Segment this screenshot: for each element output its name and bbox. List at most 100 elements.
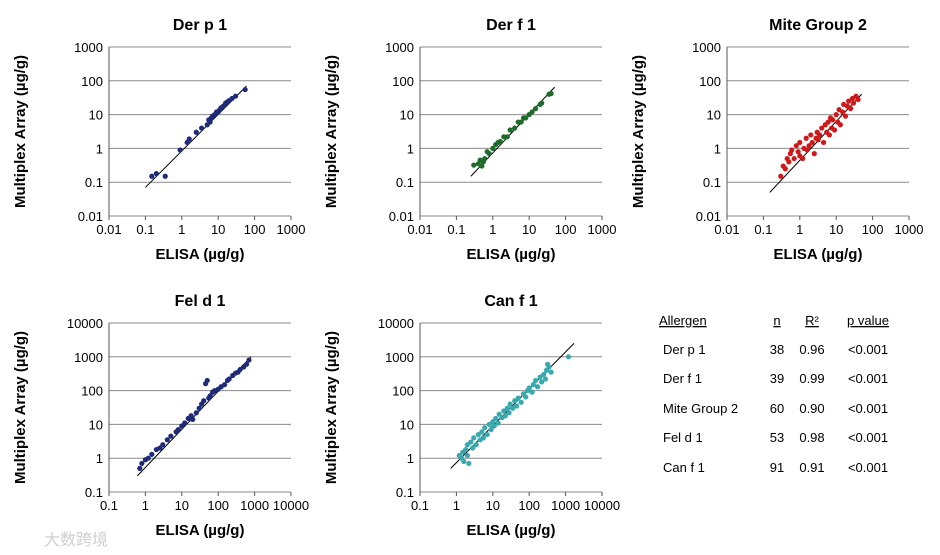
data-point — [199, 125, 205, 131]
data-point — [789, 147, 795, 153]
table-cell: Can f 1 — [663, 460, 705, 475]
y-tick-label: 10 — [89, 108, 103, 123]
data-point — [466, 460, 472, 467]
data-point — [529, 109, 535, 115]
data-point — [464, 442, 470, 448]
data-point — [506, 410, 512, 416]
data-point — [837, 122, 843, 128]
data-point — [793, 143, 799, 149]
data-point — [479, 429, 485, 435]
data-point — [548, 90, 554, 97]
data-point — [533, 377, 539, 384]
x-axis-title: ELISA (µg/g) — [467, 522, 556, 539]
data-point — [565, 354, 572, 360]
chart-title: Mite Group 2 — [769, 17, 867, 34]
x-tick-label: 100 — [518, 498, 540, 513]
y-tick-label: 10000 — [67, 316, 103, 331]
y-tick-label: 10 — [707, 108, 721, 123]
data-point — [495, 420, 501, 426]
table-cell: 38 — [770, 342, 784, 357]
data-point — [464, 452, 470, 459]
data-point — [825, 119, 831, 125]
y-tick-label: 10 — [400, 108, 414, 123]
data-point — [537, 374, 543, 380]
data-point — [479, 163, 485, 169]
table-cell: 0.96 — [799, 342, 824, 357]
y-tick-label: 0.1 — [396, 175, 414, 190]
table-header-p-value: p value — [847, 313, 889, 328]
chart-mite-group-2: 0.01 0.1 1 10 100 1000 0.01 0.1 1 10 100 1000 Mite G… — [630, 17, 923, 263]
data-point — [160, 442, 166, 448]
data-point — [833, 112, 839, 118]
x-axis-title: ELISA (µg/g) — [774, 246, 863, 263]
data-point — [486, 151, 492, 157]
y-tick-label: 100 — [699, 74, 721, 89]
y-tick-label: 10 — [400, 417, 414, 432]
data-point — [530, 382, 536, 388]
x-tick-label: 100 — [862, 222, 884, 237]
table-header-r2: R² — [805, 313, 819, 328]
x-tick-label: 0.1 — [447, 222, 465, 237]
data-point — [803, 135, 809, 141]
data-point — [168, 433, 174, 439]
x-tick-label: 1000 — [277, 222, 306, 237]
x-tick-label: 100 — [244, 222, 266, 237]
data-point — [548, 369, 554, 375]
table-cell: 91 — [770, 460, 784, 475]
y-tick-label: 1000 — [74, 40, 103, 55]
data-point — [232, 93, 239, 99]
x-axis-title: ELISA (µg/g) — [156, 522, 245, 539]
x-axis-title: ELISA (µg/g) — [156, 246, 245, 263]
y-tick-label: 0.01 — [696, 209, 721, 224]
data-point — [831, 127, 838, 133]
table-header-allergen: Allergen — [659, 313, 707, 328]
y-tick-label: 0.1 — [396, 485, 414, 500]
y-tick-label: 1000 — [74, 350, 103, 365]
charts-layer: 0.01 0.1 1 10 100 1000 0.01 0.1 1 10 100 1000 Der p … — [12, 17, 923, 539]
chart-can-f-1: 0.1 1 10 100 1000 10000 0.1 1 10 100 1000 10000 Can … — [323, 293, 620, 539]
chart-title: Fel d 1 — [175, 293, 226, 310]
y-tick-label: 10 — [89, 417, 103, 432]
chart-der-p-1: 0.01 0.1 1 10 100 1000 0.01 0.1 1 10 100 1000 Der p … — [12, 17, 305, 263]
data-point — [808, 132, 814, 138]
table-cell: 0.90 — [799, 401, 824, 416]
data-point — [243, 361, 250, 367]
x-tick-label: 10 — [211, 222, 225, 237]
y-tick-label: 1 — [96, 451, 103, 466]
data-point — [504, 134, 510, 140]
x-tick-label: 10 — [522, 222, 536, 237]
y-tick-label: 1000 — [692, 40, 721, 55]
data-point — [137, 465, 143, 471]
data-point — [471, 162, 477, 168]
data-point — [533, 106, 539, 112]
data-point — [196, 405, 202, 411]
data-point — [842, 113, 849, 119]
x-tick-label: 1 — [453, 498, 460, 513]
data-point — [153, 170, 159, 177]
data-point — [473, 442, 479, 448]
data-point — [539, 379, 545, 385]
y-tick-label: 10000 — [378, 316, 414, 331]
data-point — [809, 139, 815, 146]
table-cell: Mite Group 2 — [663, 401, 738, 416]
data-point — [850, 100, 857, 106]
data-point — [778, 173, 784, 179]
data-point — [501, 408, 507, 414]
data-point — [149, 173, 155, 179]
data-point — [844, 103, 850, 109]
x-tick-label: 10000 — [584, 498, 620, 513]
table-cell: Der p 1 — [663, 342, 706, 357]
x-tick-label: 0.1 — [136, 222, 154, 237]
data-point — [242, 86, 248, 93]
chart-title: Can f 1 — [484, 293, 537, 310]
table-cell: 60 — [770, 401, 784, 416]
x-tick-label: 1000 — [551, 498, 580, 513]
x-tick-label: 1 — [489, 222, 496, 237]
y-tick-label: 1 — [714, 141, 721, 156]
chart-fel-d-1: 0.1 1 10 100 1000 10000 0.1 1 10 100 1000 10000 Fel … — [12, 293, 309, 539]
data-point — [182, 420, 188, 426]
chart-title: Der p 1 — [173, 17, 227, 34]
x-tick-label: 100 — [555, 222, 577, 237]
chart-der-f-1: 0.01 0.1 1 10 100 1000 0.01 0.1 1 10 100 1000 Der f … — [323, 17, 616, 263]
